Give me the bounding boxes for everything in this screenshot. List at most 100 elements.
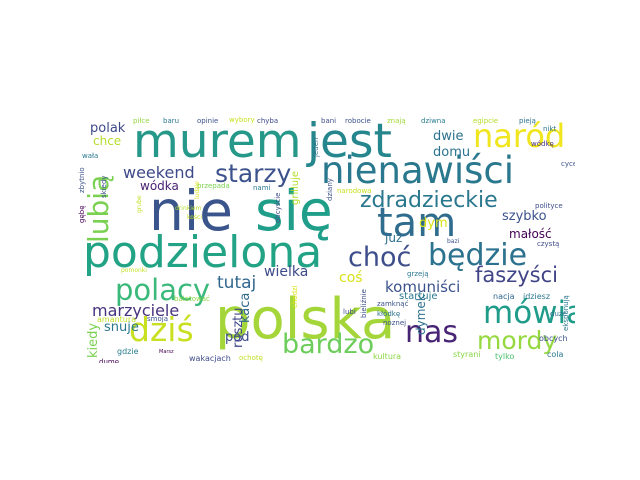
word: drinkiem [175,205,202,212]
word: jest [307,114,392,169]
word: dziwna [421,117,446,125]
word: wielka [264,264,309,280]
word: zamknąć [377,300,409,308]
word: nie [149,179,233,243]
word: mówią [483,295,575,331]
word: zbytnio [78,167,86,193]
word: domu [433,145,471,160]
word: rusztu [231,307,246,348]
word: robocie [345,117,371,125]
word: balatować [174,295,210,303]
word: lubią [82,174,115,243]
word: jeden [312,137,320,157]
word: bazi [447,238,460,245]
word: wódka [140,179,179,193]
word: eksponują [562,295,570,331]
word: zdradzieckie [360,188,498,213]
word: chyba [257,117,279,125]
word: polak [90,121,126,136]
word: weekend [123,163,195,182]
word: kiedy [86,322,101,358]
word: polityce [535,202,563,210]
word: faszyści [475,263,558,287]
word: piłce [133,117,150,125]
word: się [255,179,333,243]
word: kości [187,214,203,221]
word: polacy [115,273,211,307]
word: wódkę [531,140,554,148]
word: pod [225,330,250,345]
word: chce [93,134,122,148]
word: bardzo [282,329,375,360]
word: tam [377,200,457,246]
word: chodzi [291,285,299,308]
word: nikt [543,125,557,133]
word: snuje [104,320,139,335]
word: kłódkę [377,310,401,318]
word: nienawiści [321,149,515,192]
word: małość [509,227,552,241]
word: opinie [197,117,219,125]
word: dziś [129,310,194,349]
word: przepada [197,182,230,190]
word: dziany [326,178,334,201]
word: baru [163,117,180,125]
word: bieliźnie [360,289,368,318]
word: wała [82,152,99,160]
word: egipcie [473,117,499,125]
word: narodowa [337,187,372,195]
word: dwie [433,129,464,144]
word: Marsz [159,349,174,355]
word: wakacjach [189,354,231,363]
word: noznej [383,319,407,327]
word: skiedy [100,175,108,198]
word: duże [550,310,567,318]
word: bani [321,117,337,125]
word: gębę [78,205,86,224]
word: już [385,231,403,245]
word: tutaj [217,273,257,293]
word: komuniści [385,278,461,296]
word-cloud: polska murem jest się nie podzielona nie… [77,113,575,364]
word: naród [473,117,566,155]
word: czystą [537,240,560,248]
word: pomonki [121,267,147,274]
word: marzyciele [92,301,180,320]
word: nami [253,184,271,192]
word: dymek [414,294,428,335]
word: tylko [495,352,515,361]
word: smoja [147,315,168,323]
word: starzy [215,159,292,188]
word: startuje [399,291,438,302]
word: gdzie [117,347,139,356]
word: lubi [343,308,356,316]
word: znają [387,117,406,125]
word: amantura [97,315,137,324]
word: kultura [373,352,402,361]
word: będzie [428,238,528,273]
word: ochotę [239,354,263,362]
word: grilluje [290,170,301,205]
word: cyce [561,160,575,168]
word: styrani [453,350,481,359]
word: dym [419,216,448,231]
word: choć [348,242,412,273]
word: pieją [519,117,536,125]
word: szybko [502,209,547,224]
word: podzielona [83,227,323,278]
word: ludzie [194,181,201,199]
word: grube [136,195,143,213]
word: mordy [477,326,558,355]
word: obcyście [274,192,282,223]
word: obcych [539,334,568,343]
word: dumę [99,358,120,364]
word: coś [339,270,363,286]
word: cola [547,350,564,359]
word: nas [405,315,459,350]
word: grzeją [407,270,429,278]
word: polska [215,287,396,352]
word: nacja [493,292,515,301]
word: idziesz [523,292,551,301]
word: murem [133,114,302,169]
